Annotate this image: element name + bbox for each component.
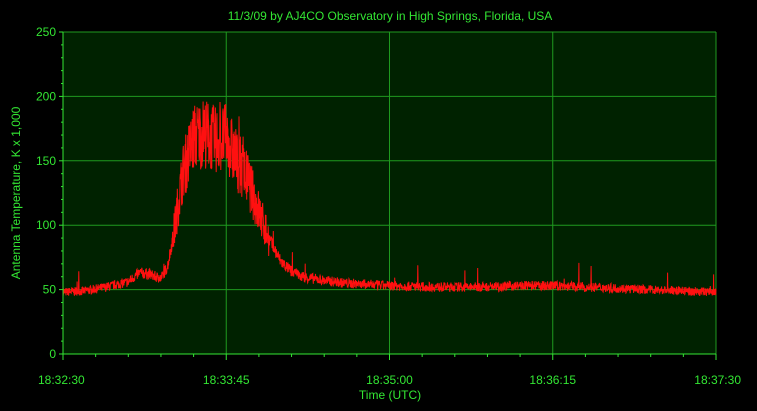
- series-line: [62, 101, 717, 297]
- x-tick-label: 18:37:30: [694, 373, 741, 387]
- y-tick-label: 150: [36, 154, 56, 168]
- y-tick-label: 200: [36, 89, 56, 103]
- x-tick-label: 18:32:30: [38, 373, 85, 387]
- chart-title: 11/3/09 by AJ4CO Observatory in High Spr…: [228, 9, 553, 23]
- x-tick-label: 18:35:00: [366, 373, 413, 387]
- y-axis-label: Antenna Temperature, K x 1,000: [9, 106, 23, 279]
- y-tick-label: 100: [36, 218, 56, 232]
- y-tick-label: 0: [49, 347, 56, 361]
- x-tick-label: 18:33:45: [203, 373, 250, 387]
- y-ticks: 0 50 100 150 200 250: [36, 25, 63, 361]
- x-axis-label: Time (UTC): [359, 388, 421, 402]
- grid: [63, 31, 717, 354]
- x-tick-label: 18:36:15: [529, 373, 576, 387]
- x-ticks: 18:32:30 18:33:45 18:35:00 18:36:15 18:37:30: [38, 354, 741, 387]
- y-tick-label: 250: [36, 25, 56, 39]
- y-tick-label: 50: [43, 283, 57, 297]
